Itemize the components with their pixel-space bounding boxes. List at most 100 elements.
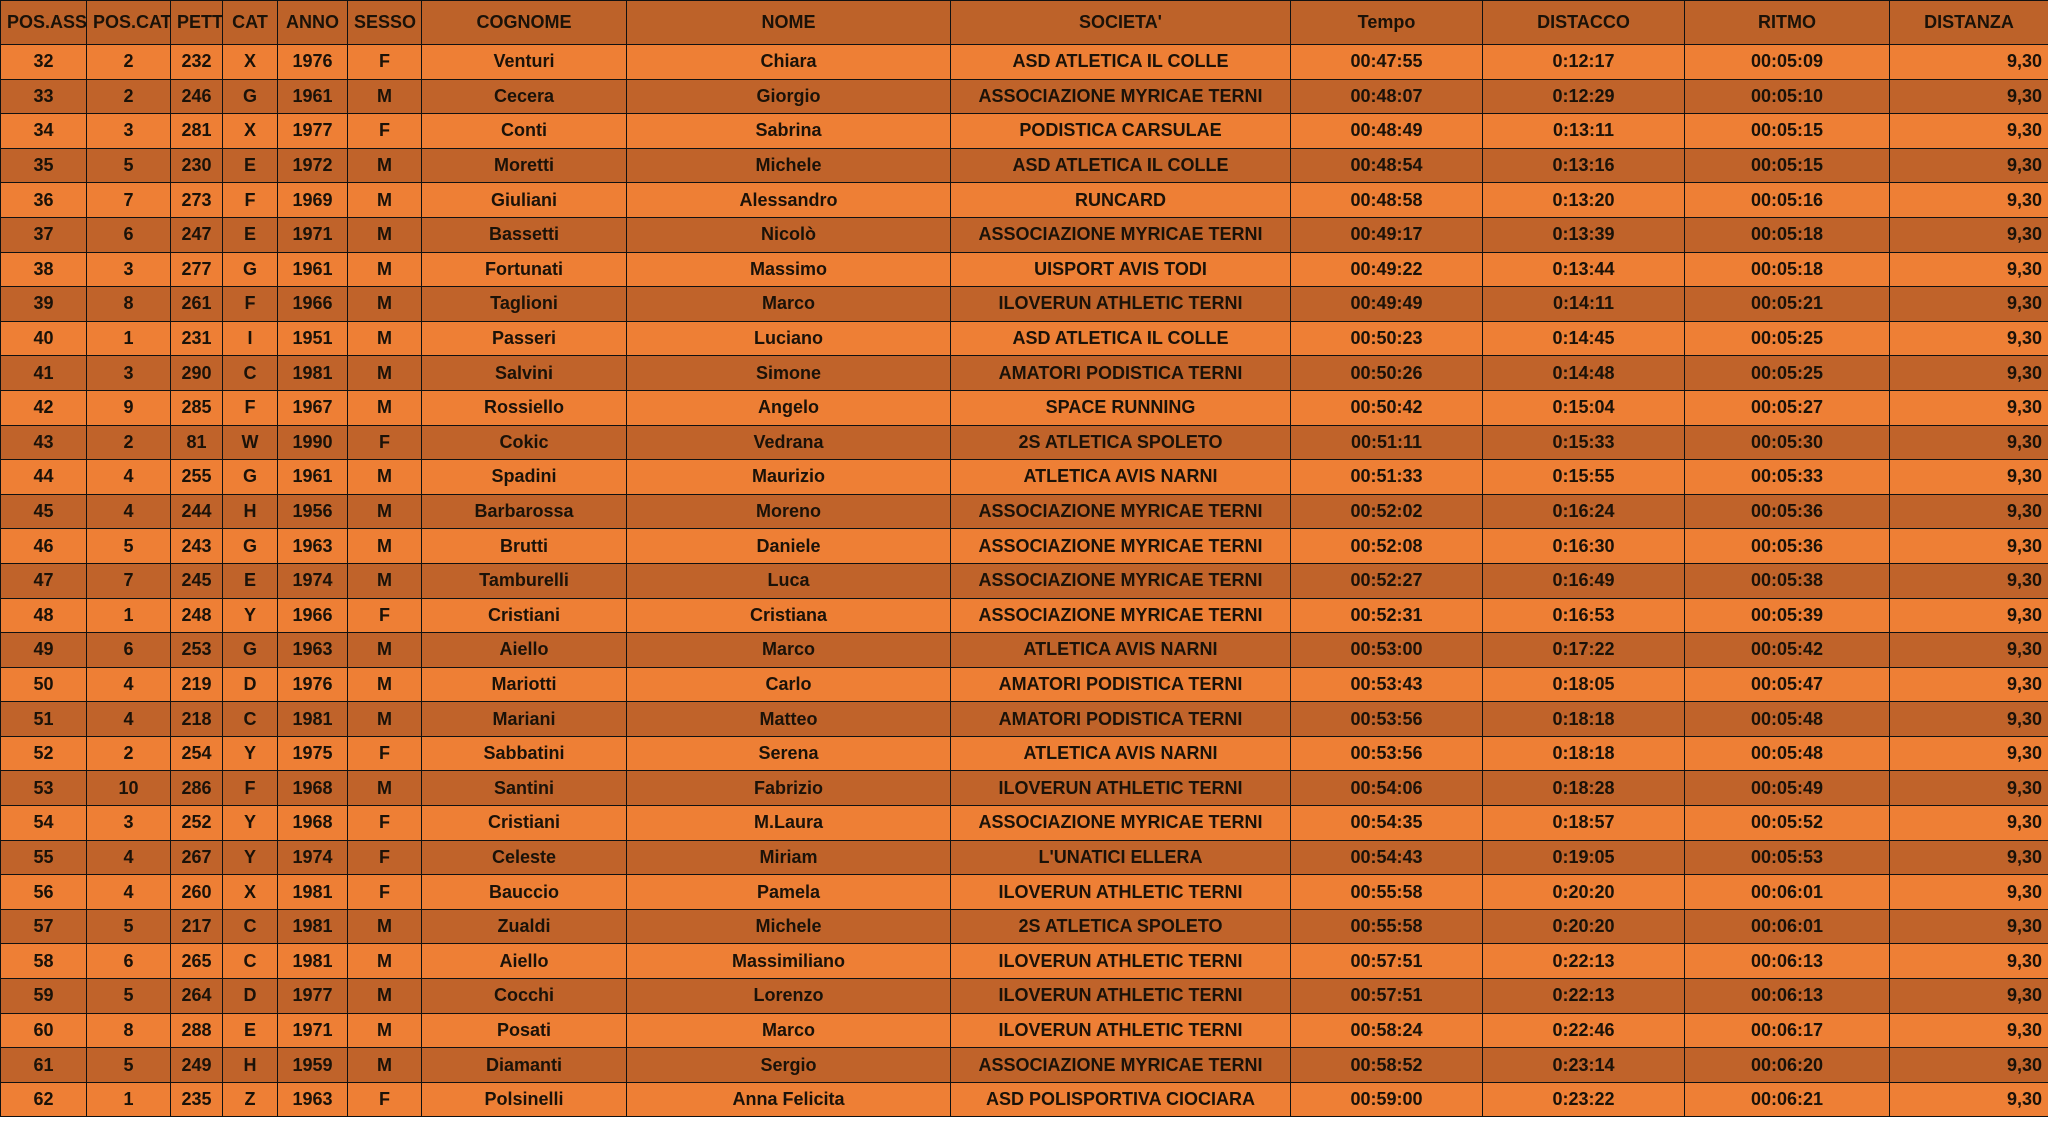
cell-nome: Angelo bbox=[626, 389, 951, 426]
cell-nome: Michele bbox=[626, 147, 951, 184]
cell-distacco: 0:18:05 bbox=[1482, 666, 1685, 703]
column-header-sesso: SESSO bbox=[347, 0, 422, 45]
cell-nome: Luciano bbox=[626, 320, 951, 357]
cell-anno: 1967 bbox=[277, 389, 348, 426]
cell-distanza: 9,30 bbox=[1889, 597, 2048, 634]
cell-nome: Fabrizio bbox=[626, 770, 951, 807]
cell-pos-cat: 2 bbox=[86, 735, 171, 772]
cell-ritmo: 00:05:10 bbox=[1684, 78, 1890, 115]
cell-nome: Daniele bbox=[626, 528, 951, 564]
cell-anno: 1956 bbox=[277, 493, 348, 530]
cell-cognome: Venturi bbox=[421, 44, 627, 80]
cell-pos-cat: 3 bbox=[86, 805, 171, 841]
cell-nome: Luca bbox=[626, 562, 951, 599]
cell-cognome: Zualdi bbox=[421, 908, 627, 945]
cell-cat: E bbox=[222, 562, 278, 599]
cell-tempo: 00:49:49 bbox=[1290, 286, 1483, 322]
cell-cat: Y bbox=[222, 839, 278, 876]
cell-pos-cat: 8 bbox=[86, 1012, 171, 1049]
cell-pett: 273 bbox=[170, 182, 223, 218]
cell-nome: Moreno bbox=[626, 493, 951, 530]
cell-nome: M.Laura bbox=[626, 805, 951, 841]
cell-cat: F bbox=[222, 182, 278, 218]
cell-cat: E bbox=[222, 216, 278, 253]
cell-ritmo: 00:06:01 bbox=[1684, 874, 1890, 910]
table-row: 53 10 286 F 1968 M Santini Fabrizio ILOVERUN ATH… bbox=[0, 770, 2048, 807]
cell-cat: C bbox=[222, 943, 278, 980]
cell-tempo: 00:54:06 bbox=[1290, 770, 1483, 807]
cell-sesso: M bbox=[347, 216, 422, 253]
cell-anno: 1959 bbox=[277, 1047, 348, 1083]
cell-pos-cat: 5 bbox=[86, 1047, 171, 1083]
cell-sesso: F bbox=[347, 805, 422, 841]
cell-pos-cat: 3 bbox=[86, 251, 171, 288]
column-header-distanza: DISTANZA bbox=[1889, 0, 2048, 45]
cell-pos-cat: 5 bbox=[86, 908, 171, 945]
cell-pos-ass: 61 bbox=[0, 1047, 87, 1083]
cell-ritmo: 00:06:13 bbox=[1684, 978, 1890, 1014]
cell-nome: Vedrana bbox=[626, 424, 951, 461]
cell-sesso: M bbox=[347, 286, 422, 322]
cell-distanza: 9,30 bbox=[1889, 1012, 2048, 1049]
cell-cat: Z bbox=[222, 1081, 278, 1118]
cell-tempo: 00:55:58 bbox=[1290, 908, 1483, 945]
table-row: 60 8 288 E 1971 M Posati Marco ILOVERUN ATHLETIC… bbox=[0, 1012, 2048, 1049]
cell-anno: 1971 bbox=[277, 216, 348, 253]
cell-tempo: 00:54:35 bbox=[1290, 805, 1483, 841]
cell-pos-ass: 59 bbox=[0, 978, 87, 1014]
cell-pos-cat: 4 bbox=[86, 493, 171, 530]
cell-cat: G bbox=[222, 78, 278, 115]
cell-pos-ass: 43 bbox=[0, 424, 87, 461]
cell-sesso: M bbox=[347, 908, 422, 945]
cell-pos-cat: 2 bbox=[86, 44, 171, 80]
cell-pett: 255 bbox=[170, 459, 223, 495]
cell-cognome: Passeri bbox=[421, 320, 627, 357]
cell-cat: W bbox=[222, 424, 278, 461]
cell-distacco: 0:15:33 bbox=[1482, 424, 1685, 461]
column-header-anno: ANNO bbox=[277, 0, 348, 45]
cell-pett: 249 bbox=[170, 1047, 223, 1083]
cell-distacco: 0:20:20 bbox=[1482, 874, 1685, 910]
table-body: 32 2 232 X 1976 F Venturi Chiara ASD ATLETICA IL… bbox=[0, 44, 2048, 1118]
cell-cat: F bbox=[222, 286, 278, 322]
cell-cognome: Bauccio bbox=[421, 874, 627, 910]
cell-cat: D bbox=[222, 666, 278, 703]
cell-sesso: M bbox=[347, 251, 422, 288]
cell-nome: Chiara bbox=[626, 44, 951, 80]
cell-tempo: 00:51:11 bbox=[1290, 424, 1483, 461]
cell-pos-cat: 4 bbox=[86, 839, 171, 876]
cell-ritmo: 00:05:53 bbox=[1684, 839, 1890, 876]
cell-distacco: 0:14:45 bbox=[1482, 320, 1685, 357]
cell-societa: ASD ATLETICA IL COLLE bbox=[950, 147, 1291, 184]
cell-cognome: Giuliani bbox=[421, 182, 627, 218]
cell-sesso: F bbox=[347, 597, 422, 634]
cell-distacco: 0:18:28 bbox=[1482, 770, 1685, 807]
cell-cognome: Moretti bbox=[421, 147, 627, 184]
column-header-societa: SOCIETA' bbox=[950, 0, 1291, 45]
cell-tempo: 00:48:54 bbox=[1290, 147, 1483, 184]
cell-distanza: 9,30 bbox=[1889, 320, 2048, 357]
cell-cognome: Salvini bbox=[421, 355, 627, 391]
cell-distanza: 9,30 bbox=[1889, 78, 2048, 115]
cell-pos-cat: 6 bbox=[86, 943, 171, 980]
table-row: 58 6 265 C 1981 M Aiello Massimiliano ILOVERUN A… bbox=[0, 943, 2048, 980]
column-header-pos-ass: POS.ASS. bbox=[0, 0, 87, 45]
table-row: 55 4 267 Y 1974 F Celeste Miriam L'UNATICI ELLER… bbox=[0, 839, 2048, 876]
cell-societa: ASSOCIAZIONE MYRICAE TERNI bbox=[950, 493, 1291, 530]
cell-pett: 244 bbox=[170, 493, 223, 530]
cell-distacco: 0:13:20 bbox=[1482, 182, 1685, 218]
cell-cognome: Fortunati bbox=[421, 251, 627, 288]
cell-anno: 1974 bbox=[277, 839, 348, 876]
cell-distanza: 9,30 bbox=[1889, 805, 2048, 841]
cell-pett: 248 bbox=[170, 597, 223, 634]
cell-tempo: 00:52:02 bbox=[1290, 493, 1483, 530]
cell-sesso: M bbox=[347, 943, 422, 980]
cell-pos-cat: 2 bbox=[86, 424, 171, 461]
cell-distanza: 9,30 bbox=[1889, 701, 2048, 737]
cell-societa: 2S ATLETICA SPOLETO bbox=[950, 908, 1291, 945]
cell-pos-ass: 35 bbox=[0, 147, 87, 184]
table-row: 37 6 247 E 1971 M Bassetti Nicolò ASSOCIAZIONE M… bbox=[0, 216, 2048, 253]
cell-ritmo: 00:05:38 bbox=[1684, 562, 1890, 599]
cell-pos-ass: 60 bbox=[0, 1012, 87, 1049]
cell-sesso: F bbox=[347, 44, 422, 80]
